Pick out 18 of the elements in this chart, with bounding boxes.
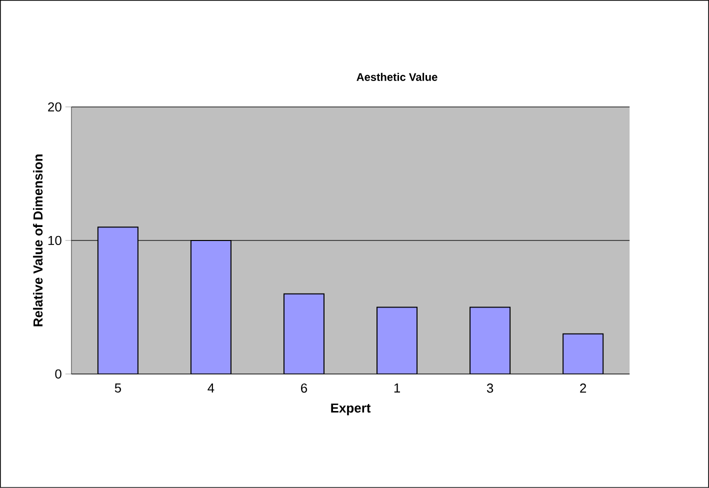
y-axis-title: Relative Value of Dimension	[33, 154, 43, 326]
bar	[562, 333, 604, 374]
bar	[470, 306, 511, 374]
x-tick-label: 3	[486, 384, 494, 393]
x-tick-label: 6	[301, 384, 308, 393]
bar	[376, 306, 418, 374]
x-tick-label: 1	[394, 384, 400, 392]
bar	[97, 226, 138, 374]
x-tick-label: 2	[580, 384, 586, 393]
chart-title: Aesthetic Value	[356, 72, 438, 81]
x-tick-label: 5	[114, 384, 122, 393]
y-tick-label: 0	[55, 369, 62, 379]
y-tick-label: 10	[48, 236, 62, 246]
y-tick-label: 20	[48, 102, 62, 112]
bar	[190, 240, 232, 374]
bar	[283, 293, 324, 374]
x-tick-label: 4	[208, 384, 214, 392]
x-axis-title: Expert	[331, 404, 371, 416]
